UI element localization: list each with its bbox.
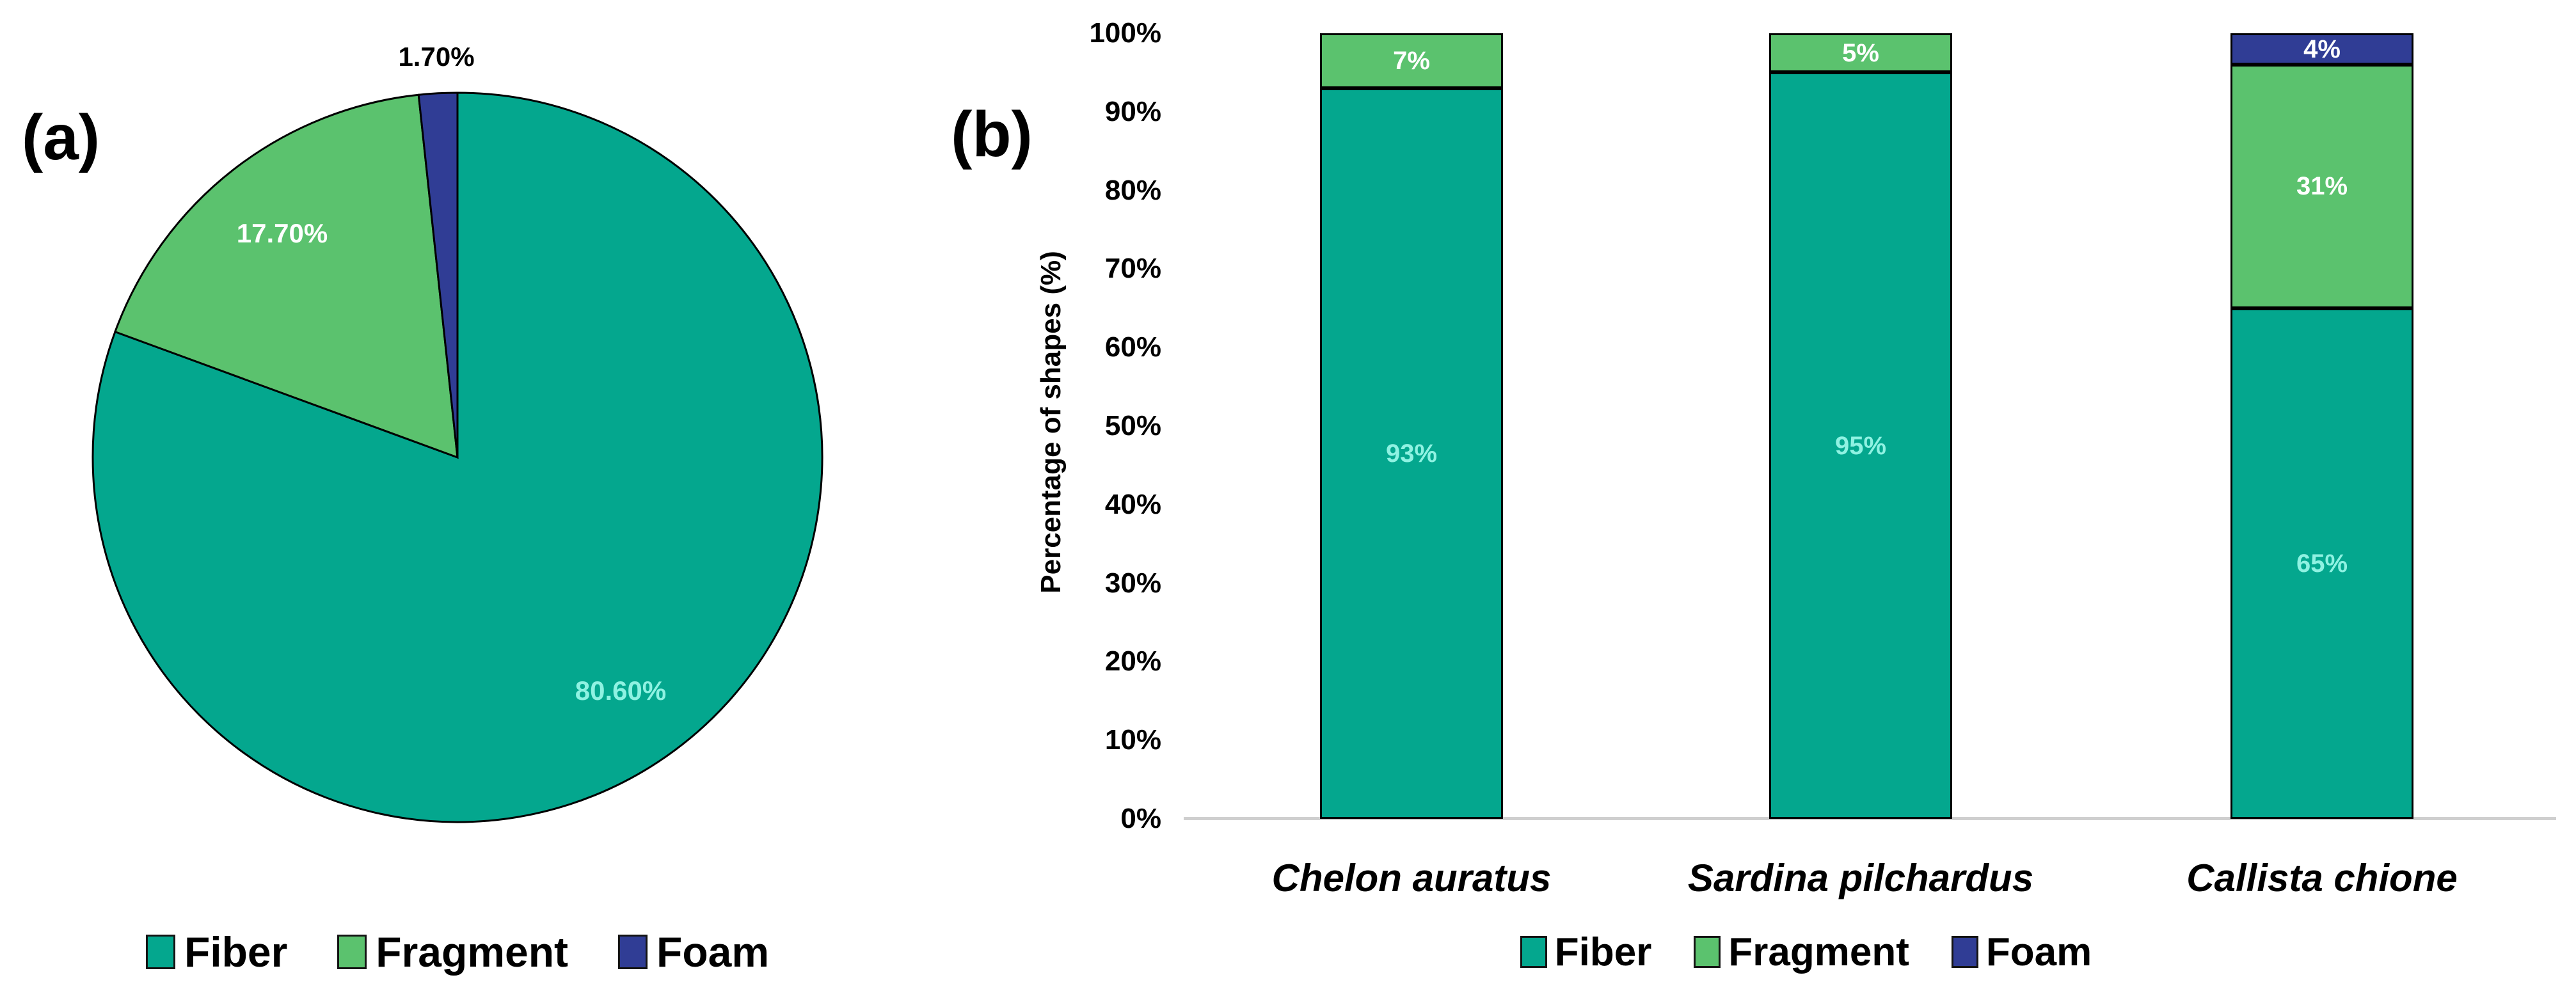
legend-swatch-fiber (1520, 936, 1547, 968)
legend-item: Foam (618, 928, 769, 976)
panel-b-label: (b) (951, 99, 1033, 170)
bar-segment-fiber (1320, 88, 1503, 819)
legend-label: Fiber (1554, 930, 1652, 974)
bar-value-label: 31% (2296, 172, 2348, 200)
legend-label: Foam (1985, 930, 2092, 974)
y-axis-tick: 20% (1104, 645, 1161, 677)
legend-swatch-fragment (1694, 936, 1721, 968)
bar-legend: Fiber Fragment Foam (1120, 926, 2492, 977)
bar-value-label: 7% (1393, 47, 1430, 75)
legend-label: Fragment (376, 928, 569, 976)
y-axis-tick: 40% (1104, 489, 1161, 520)
legend-item: Foam (1951, 930, 2092, 975)
bar-segment-foam (2230, 33, 2413, 65)
bar-value-label: 95% (1834, 432, 1887, 460)
x-axis-category-label: Callista chione (2186, 857, 2458, 899)
legend-item: Fragment (337, 928, 568, 976)
legend-label: Fiber (184, 928, 288, 976)
pie-value-label: 17.70% (236, 218, 328, 248)
legend-swatch-foam (618, 935, 648, 969)
pie-legend: Fiber Fragment Foam (0, 926, 915, 977)
x-axis-category-label: Chelon auratus (1271, 857, 1552, 899)
y-axis-tick: 30% (1104, 567, 1161, 599)
y-axis-tick: 10% (1104, 724, 1161, 756)
y-axis-tick: 80% (1104, 175, 1161, 206)
bar-segment-fiber (2230, 308, 2413, 819)
pie-slice-fiber (91, 91, 823, 823)
panel-a-label: (a) (21, 102, 100, 173)
y-axis-tick: 50% (1104, 410, 1161, 441)
pie-slice-fragment (113, 93, 459, 459)
legend-swatch-fragment (337, 935, 367, 969)
bar-value-label: 4% (2303, 35, 2341, 63)
bar-segment-fragment (1769, 33, 1952, 72)
legend-swatch-foam (1951, 936, 1978, 968)
bar-segment-fragment (2230, 65, 2413, 308)
pie-value-label: 1.70% (398, 42, 475, 72)
y-axis-tick: 100% (1089, 17, 1161, 49)
legend-item: Fiber (145, 928, 288, 976)
legend-label: Fragment (1728, 930, 1909, 974)
bar-value-label: 93% (1385, 439, 1438, 468)
legend-swatch-fiber (145, 935, 175, 969)
y-axis-tick: 60% (1104, 331, 1161, 363)
legend-item: Fragment (1694, 930, 1909, 975)
bar-value-label: 65% (2296, 550, 2348, 578)
pie-chart (91, 91, 823, 823)
legend-label: Foam (656, 928, 770, 976)
pie-value-label: 80.60% (575, 676, 667, 706)
y-axis-tick: 90% (1104, 96, 1161, 127)
y-axis-tick: 70% (1104, 253, 1161, 284)
y-axis-tick: 0% (1120, 803, 1161, 834)
x-axis-category-label: Sardina pilchardus (1687, 857, 2034, 899)
bar-segment-fiber (1769, 72, 1952, 819)
bar-segment-fragment (1320, 33, 1503, 88)
bar-value-label: 5% (1842, 39, 1879, 67)
pie-slice-foam (417, 91, 459, 458)
legend-item: Fiber (1520, 930, 1652, 975)
